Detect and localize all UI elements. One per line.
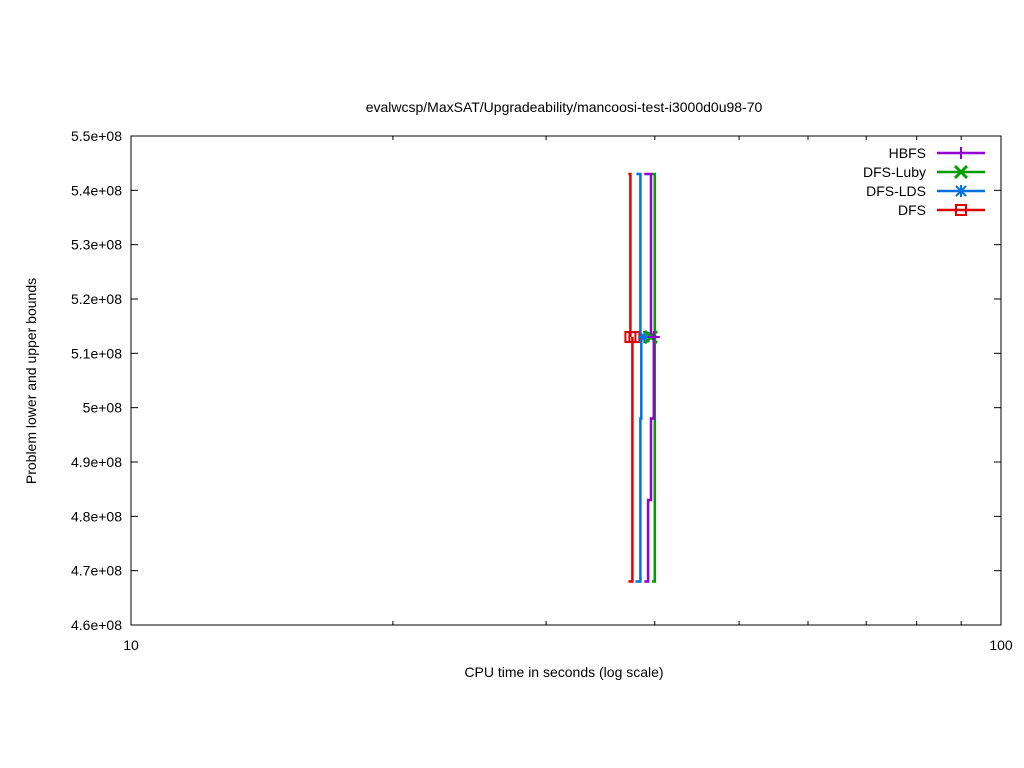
legend-marker-hbfs	[955, 147, 967, 159]
y-tick-labels: 4.6e+08 4.7e+08 4.8e+08 4.9e+08 5e+08 5.1e+08…	[71, 128, 122, 633]
series-dfs-lds-point	[638, 331, 651, 344]
x-tick-label: 10	[123, 637, 139, 653]
series-dfs-lds-lower-bound	[635, 337, 643, 583]
legend-marker-dfs	[955, 204, 967, 216]
legend-marker-dfs-lds	[955, 185, 967, 197]
x-axis-label: CPU time in seconds (log scale)	[464, 664, 663, 680]
y-tick-label: 4.9e+08	[71, 454, 122, 470]
series-hbfs-point	[647, 331, 660, 344]
y-tick-label: 5.2e+08	[71, 291, 122, 307]
y-tick-label: 4.6e+08	[71, 617, 122, 633]
series-hbfs-lower-bound	[644, 335, 657, 583]
y-tick-label: 4.7e+08	[71, 563, 122, 579]
legend-label-dfs: DFS	[898, 202, 926, 218]
series-dfs-upper-bound	[628, 172, 632, 337]
y-tick-label: 4.8e+08	[71, 508, 122, 524]
legend-marker-dfs-luby	[953, 164, 969, 180]
legend: HBFS DFS-Luby DFS-LDS DFS	[863, 145, 985, 218]
y-tick-label: 5e+08	[83, 400, 123, 416]
x-tick-labels: 10 100	[123, 637, 1013, 653]
y-axis-label: Problem lower and upper bounds	[23, 278, 39, 484]
series-dfs-lower-bound	[628, 337, 634, 583]
x-tick-label: 100	[989, 637, 1013, 653]
y-tick-label: 5.4e+08	[71, 182, 122, 198]
series-dfs-luby-upper-bound	[651, 172, 657, 337]
legend-label-dfs-lds: DFS-LDS	[866, 183, 926, 199]
chart-title: evalwcsp/MaxSAT/Upgradeability/mancoosi-…	[366, 99, 763, 115]
legend-label-hbfs: HBFS	[889, 145, 926, 161]
plot-frame	[130, 135, 1002, 626]
series-dfs-lds-upper-bound	[636, 172, 642, 337]
legend-label-dfs-luby: DFS-Luby	[863, 164, 926, 180]
y-tick-label: 5.3e+08	[71, 237, 122, 253]
series-layer	[624, 172, 660, 583]
y-tick-label: 5.1e+08	[71, 345, 122, 361]
y-tick-label: 5.5e+08	[71, 128, 122, 144]
